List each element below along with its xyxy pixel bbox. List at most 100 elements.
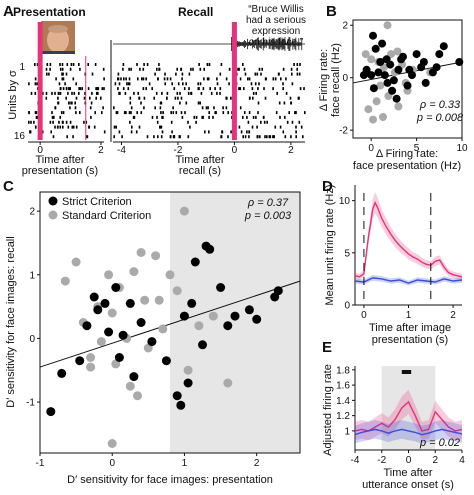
spike: [187, 120, 189, 124]
spike: [75, 82, 77, 86]
spike: [285, 77, 287, 81]
point-standard: [107, 439, 117, 448]
spike: [200, 91, 203, 95]
spike: [49, 120, 52, 124]
spike: [137, 91, 139, 95]
spike: [290, 135, 292, 139]
spike: [117, 87, 119, 91]
spike: [188, 87, 190, 91]
spike: [142, 67, 145, 71]
spike: [155, 91, 158, 95]
spike: [71, 91, 73, 95]
spike: [279, 115, 281, 119]
spike: [55, 77, 57, 81]
spike: [273, 135, 275, 139]
spike: [262, 115, 265, 119]
spike: [198, 63, 200, 66]
y-tick-label: 0: [29, 334, 35, 345]
spike: [143, 63, 145, 66]
spike: [248, 130, 250, 134]
spike: [61, 67, 64, 71]
x-tick-label: 1: [182, 458, 188, 469]
error-band-face: [355, 389, 462, 441]
spike: [179, 135, 181, 139]
spike: [94, 111, 96, 115]
spike: [208, 130, 210, 134]
point-strict: [369, 84, 378, 93]
spike: [252, 91, 255, 95]
x-tick-label: 0: [361, 310, 367, 321]
spike: [57, 96, 59, 100]
spike: [274, 77, 277, 81]
spike: [176, 91, 179, 95]
spike: [280, 77, 282, 81]
spike: [101, 111, 103, 115]
rec-xlabel-line: recall (s): [179, 165, 221, 177]
spike: [257, 87, 259, 91]
y-tick-label: 1: [344, 426, 350, 437]
spike: [127, 82, 130, 86]
spike: [128, 111, 131, 115]
point-strict: [93, 305, 103, 315]
spike: [67, 125, 70, 129]
spike: [160, 135, 163, 139]
spike: [179, 91, 181, 95]
spike: [118, 82, 121, 86]
rec-xlabel-line: Time after: [175, 154, 224, 166]
spike: [176, 67, 178, 71]
point-standard: [172, 286, 182, 296]
spike: [248, 111, 251, 115]
spike: [264, 77, 267, 81]
spike: [239, 77, 242, 81]
x-tick-label: 1: [406, 310, 412, 321]
fit-line: [39, 280, 301, 368]
spike: [293, 63, 295, 66]
pres-tick-label: 2: [98, 145, 104, 156]
spike: [221, 130, 223, 134]
spike: [296, 72, 299, 76]
spike: [69, 106, 71, 110]
point-strict: [455, 58, 464, 66]
spike: [34, 82, 37, 86]
spike: [215, 111, 217, 115]
spike: [274, 125, 277, 129]
spike: [97, 91, 99, 95]
spike: [56, 125, 59, 129]
spike: [66, 135, 68, 139]
spike: [34, 91, 37, 95]
spike: [264, 135, 266, 139]
point-standard: [86, 353, 96, 362]
spike: [65, 87, 68, 91]
spike: [225, 77, 228, 81]
spike: [121, 135, 123, 139]
spike: [295, 130, 297, 134]
spike: [85, 135, 88, 139]
spike: [302, 135, 304, 139]
spike: [30, 91, 33, 95]
x-tick-label: -2: [377, 455, 386, 466]
spike: [257, 111, 259, 115]
spike: [193, 115, 196, 119]
spike: [72, 125, 75, 129]
x-label-line: utterance onset (s): [362, 479, 454, 491]
spike: [142, 77, 145, 81]
spike: [222, 111, 225, 115]
spike: [172, 111, 175, 115]
spike: [74, 101, 76, 105]
spike: [181, 72, 184, 76]
spike: [166, 96, 168, 100]
spike: [61, 72, 63, 76]
spike: [231, 115, 233, 119]
spike: [251, 87, 254, 91]
spike: [247, 77, 249, 81]
spike: [190, 67, 192, 71]
spike: [170, 111, 172, 115]
x-tick-label: 4: [459, 455, 465, 466]
spike: [143, 96, 146, 100]
spike: [192, 67, 194, 71]
spike: [34, 111, 37, 115]
spike: [89, 96, 91, 100]
spike: [128, 67, 130, 71]
spike: [62, 87, 65, 91]
panel-a-xticks: 0 2 -4 -2 0 2: [37, 142, 294, 156]
